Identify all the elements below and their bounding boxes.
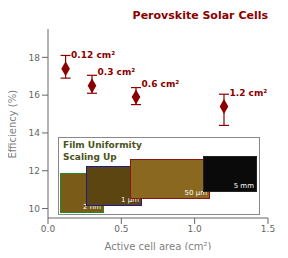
svg-text:0.5: 0.5 bbox=[114, 224, 128, 234]
svg-text:1.2 cm²: 1.2 cm² bbox=[229, 88, 267, 98]
svg-text:Efficiency (%): Efficiency (%) bbox=[8, 90, 18, 159]
svg-text:1.0: 1.0 bbox=[188, 224, 203, 234]
svg-text:0.3 cm²: 0.3 cm² bbox=[97, 67, 135, 77]
html-text:5 mm: 5 mm bbox=[233, 182, 254, 190]
svg-text:14: 14 bbox=[29, 128, 41, 138]
svg-text:0.0: 0.0 bbox=[41, 224, 56, 234]
svg-text:0.6 cm²: 0.6 cm² bbox=[141, 79, 179, 89]
html-text:Perovskite Solar Cells: Perovskite Solar Cells bbox=[132, 9, 268, 22]
svg-text:10: 10 bbox=[29, 204, 41, 214]
html-text:50 μm: 50 μm bbox=[184, 189, 207, 197]
html-text:2 nm: 2 nm bbox=[83, 203, 101, 211]
svg-text:0.12 cm²: 0.12 cm² bbox=[71, 50, 115, 60]
svg-text:Active cell area (cm²): Active cell area (cm²) bbox=[104, 241, 211, 250]
svg-text:1.5: 1.5 bbox=[261, 224, 275, 234]
html-text:1 μm: 1 μm bbox=[121, 196, 139, 204]
svg-text:18: 18 bbox=[29, 53, 41, 63]
html-text:Film Uniformity Scaling Up: Film Uniformity Scaling Up bbox=[63, 140, 142, 162]
svg-text:16: 16 bbox=[29, 90, 41, 100]
svg-text:12: 12 bbox=[29, 166, 40, 176]
